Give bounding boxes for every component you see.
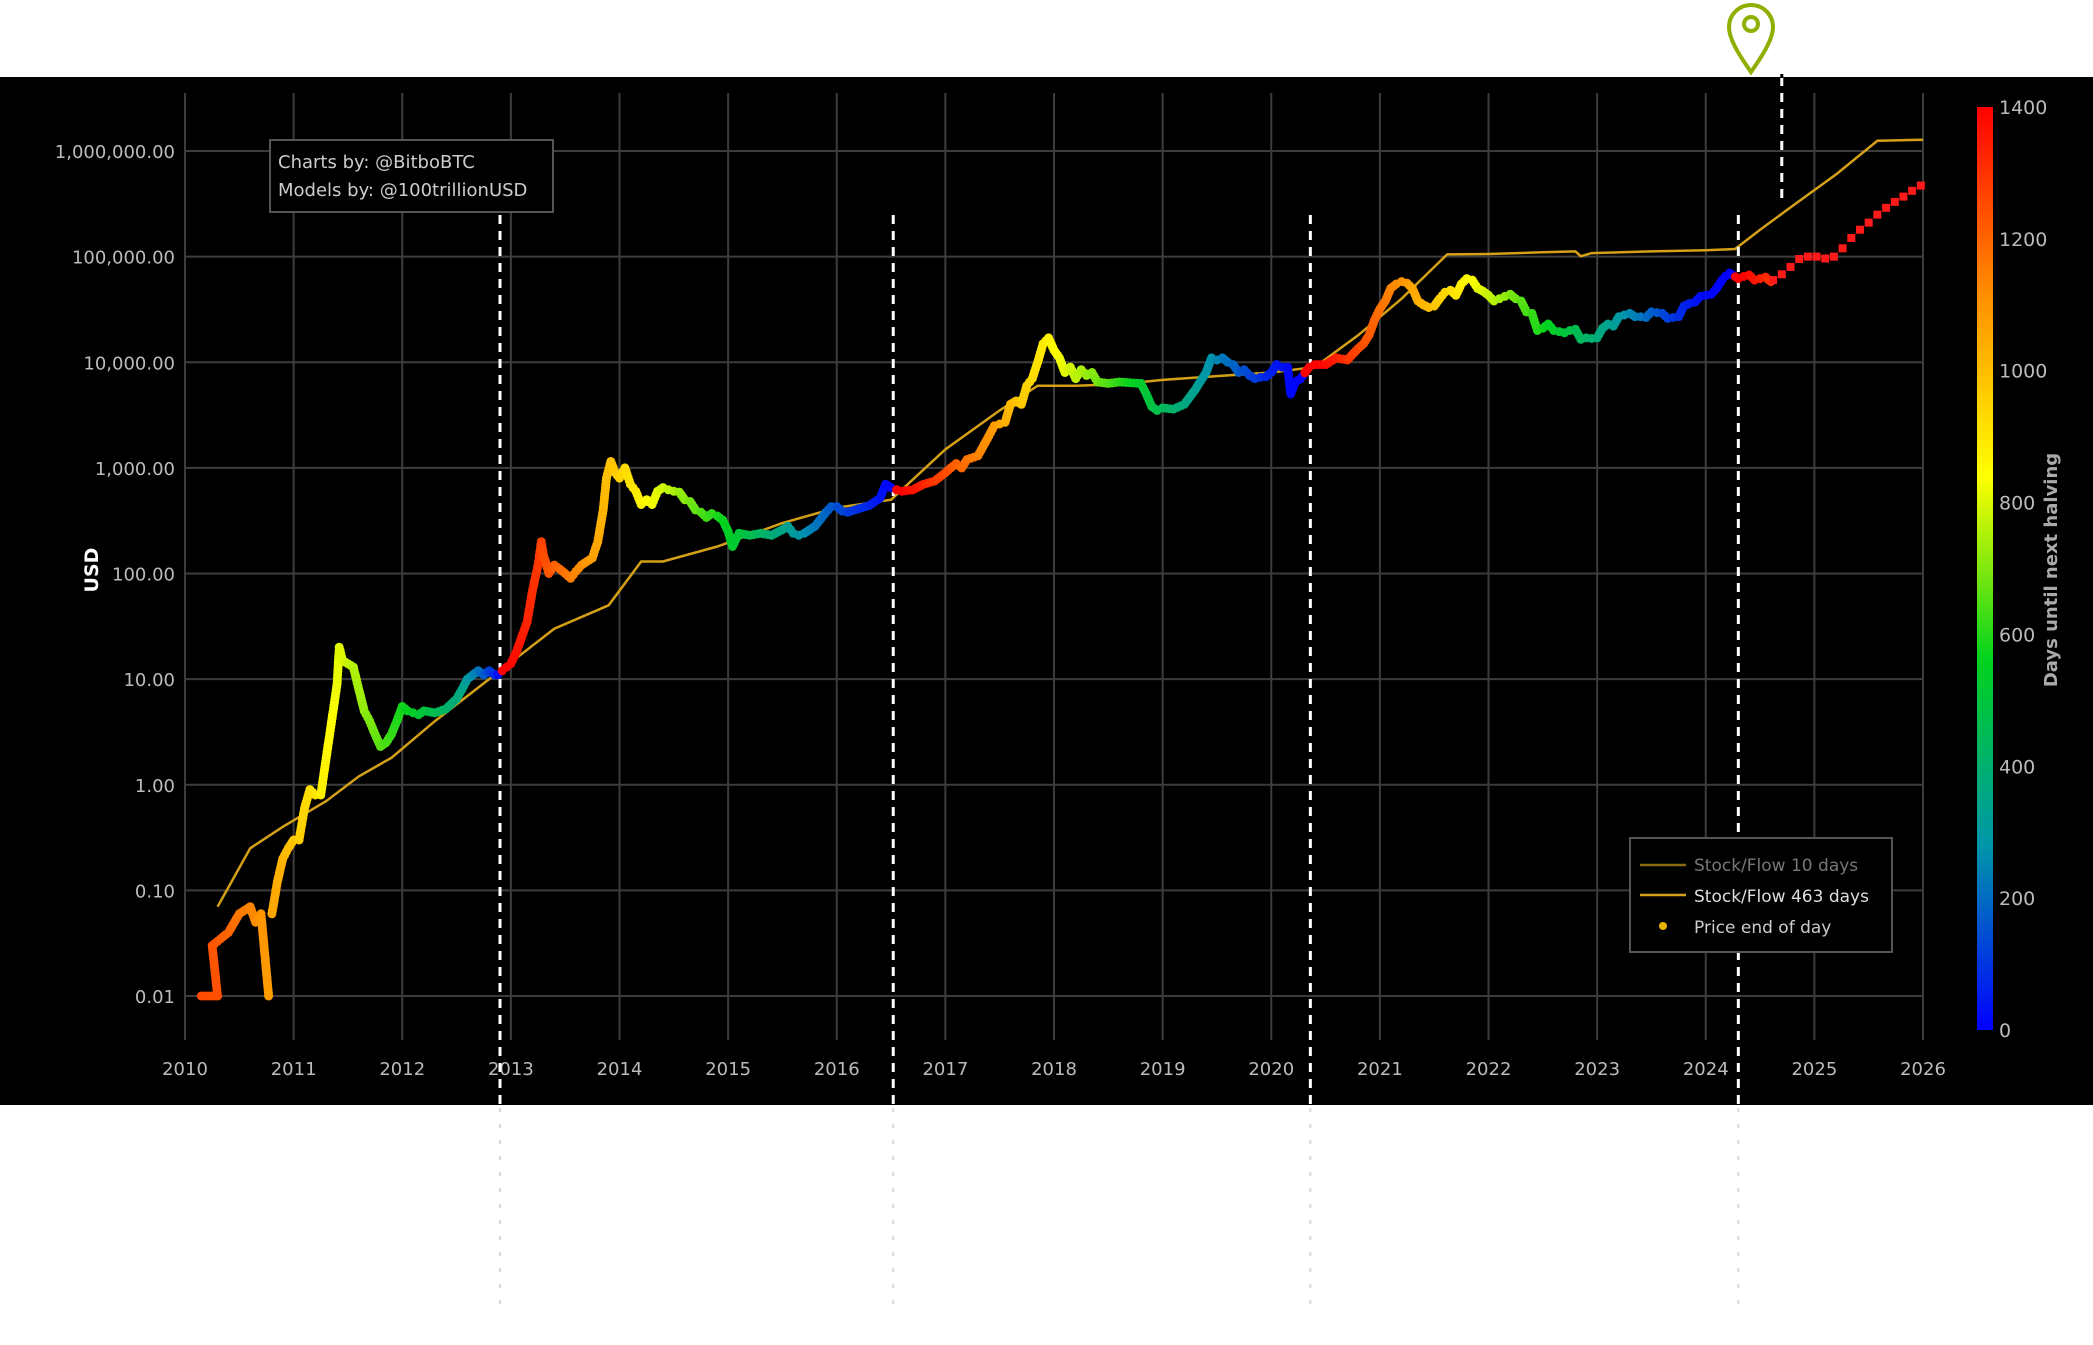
projection-point <box>1882 203 1891 212</box>
projection-point <box>1890 197 1899 206</box>
legend-label-sf10: Stock/Flow 10 days <box>1694 856 1858 876</box>
projection-point <box>1873 210 1882 219</box>
x-tick-label: 2014 <box>597 1059 643 1080</box>
x-tick-label: 2012 <box>379 1059 425 1080</box>
colorbar-tick-label: 600 <box>1999 624 2035 646</box>
projection-point <box>1908 186 1917 195</box>
projection-point <box>1803 252 1812 261</box>
colorbar-tick-label: 1200 <box>1999 229 2047 251</box>
y-axis-tick-labels: 0.01 0.10 1.00 10.00 100.00 1,000.00 10,000.00… <box>55 142 175 1008</box>
colorbar-label: Days until next halving <box>2041 453 2062 687</box>
x-axis-tick-labels: 2010 2011 2012 2013 2014 2015 2016 2017 2018 2019… <box>162 1059 1946 1080</box>
location-pin-icon <box>1726 3 1776 76</box>
colorbar: 0 200 400 600 800 1000 1200 1400 Days until nex… <box>1977 97 2062 1042</box>
x-tick-label: 2011 <box>271 1059 317 1080</box>
projection-point <box>1812 252 1821 261</box>
legend-label-price: Price end of day <box>1694 918 1831 938</box>
legend-swatch-price <box>1659 922 1667 930</box>
credit-box: Charts by: @BitboBTC Models by: @100tril… <box>269 139 554 213</box>
projection-point <box>1829 252 1838 261</box>
colorbar-tick-label: 200 <box>1999 888 2035 910</box>
x-tick-label: 2021 <box>1357 1059 1403 1080</box>
x-tick-label: 2016 <box>814 1059 860 1080</box>
projection-point <box>1821 254 1830 263</box>
y-tick-label: 1.00 <box>135 776 175 797</box>
x-tick-label: 2023 <box>1574 1059 1620 1080</box>
x-tick-label: 2019 <box>1140 1059 1186 1080</box>
projection-point <box>1838 244 1847 253</box>
projection-point <box>1899 192 1908 201</box>
y-tick-label: 10,000.00 <box>83 353 175 374</box>
x-tick-label: 2010 <box>162 1059 208 1080</box>
x-tick-label: 2017 <box>922 1059 968 1080</box>
colorbar-tick-label: 0 <box>1999 1020 2011 1042</box>
colorbar-gradient <box>1977 107 1993 1030</box>
projection-point <box>1777 270 1786 279</box>
y-tick-label: 0.01 <box>135 987 175 1008</box>
credit-charts-by: Charts by: @BitboBTC <box>278 152 475 173</box>
y-tick-label: 1,000.00 <box>95 459 175 480</box>
projection-point <box>1864 218 1873 227</box>
x-tick-label: 2024 <box>1683 1059 1729 1080</box>
y-tick-label: 1,000,000.00 <box>55 142 175 163</box>
x-tick-label: 2025 <box>1791 1059 1837 1080</box>
projection-point <box>1856 225 1864 234</box>
y-tick-label: 100.00 <box>112 565 175 586</box>
credit-models-by: Models by: @100trillionUSD <box>278 180 527 201</box>
projection-point <box>1786 262 1795 271</box>
x-tick-label: 2013 <box>488 1059 534 1080</box>
y-axis-label: USD <box>81 548 103 593</box>
legend-label-sf463: Stock/Flow 463 days <box>1694 887 1869 907</box>
projection-series <box>1769 181 1925 285</box>
projection-point <box>1769 276 1778 285</box>
x-tick-label: 2015 <box>705 1059 751 1080</box>
colorbar-tick-label: 1000 <box>1999 361 2047 383</box>
y-tick-label: 100,000.00 <box>72 248 175 269</box>
x-tick-label: 2018 <box>1031 1059 1077 1080</box>
colorbar-tick-label: 1400 <box>1999 97 2047 119</box>
y-tick-label: 10.00 <box>123 670 175 691</box>
legend: Stock/Flow 10 days Stock/Flow 463 days P… <box>1629 837 1893 953</box>
price-point <box>264 991 274 1001</box>
x-tick-label: 2022 <box>1466 1059 1512 1080</box>
colorbar-tick-label: 400 <box>1999 756 2035 778</box>
projection-point <box>1795 255 1804 263</box>
price-series <box>196 268 1776 1001</box>
x-tick-label: 2026 <box>1900 1059 1946 1080</box>
colorbar-tick-labels: 0 200 400 600 800 1000 1200 1400 <box>1999 97 2047 1042</box>
colorbar-tick-label: 800 <box>1999 493 2035 515</box>
y-tick-label: 0.10 <box>135 881 175 902</box>
projection-point <box>1916 181 1925 190</box>
x-tick-label: 2020 <box>1248 1059 1294 1080</box>
projection-point <box>1847 234 1856 242</box>
